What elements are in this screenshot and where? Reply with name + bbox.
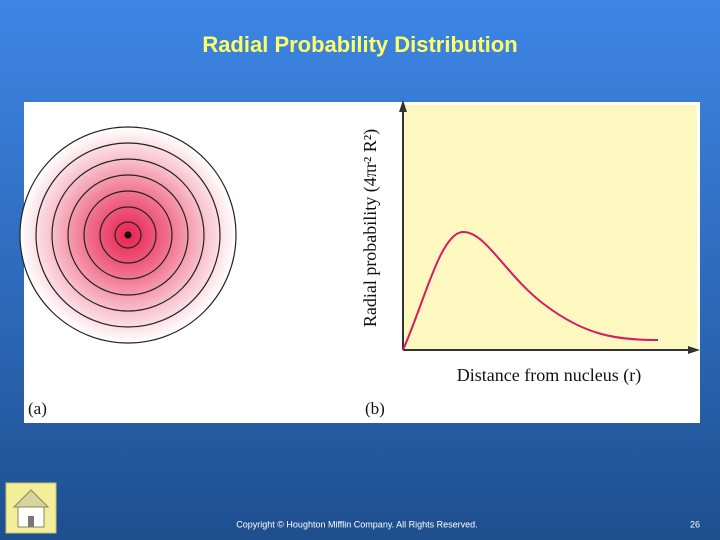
shell-ring	[51, 158, 205, 312]
shell-ring	[99, 206, 157, 264]
shell-ring	[83, 190, 173, 280]
page-number: 26	[690, 519, 700, 529]
y-axis-label: Radial probability (4πr² R²)	[360, 129, 381, 327]
figure: (a) Radial probability (4πr² R²) Distanc…	[19, 100, 700, 423]
panel-label: (a)	[28, 399, 47, 418]
shell-ring	[114, 221, 142, 249]
panel-label: (b)	[365, 399, 385, 418]
shell-ring	[35, 142, 221, 328]
electron-cloud	[19, 126, 237, 344]
home-door	[28, 516, 34, 527]
slide-title: Radial Probability Distribution	[202, 32, 517, 57]
plot-area	[403, 105, 697, 350]
shell-ring	[19, 126, 237, 344]
home-button[interactable]	[5, 482, 57, 534]
copyright: Copyright © Houghton Mifflin Company. Al…	[236, 519, 477, 529]
axis-arrow	[399, 100, 407, 112]
axis-arrow	[688, 346, 700, 354]
x-axis-label: Distance from nucleus (r)	[457, 365, 641, 386]
probability-curve	[402, 230, 659, 351]
shell-ring	[67, 174, 189, 296]
nucleus	[124, 231, 132, 239]
